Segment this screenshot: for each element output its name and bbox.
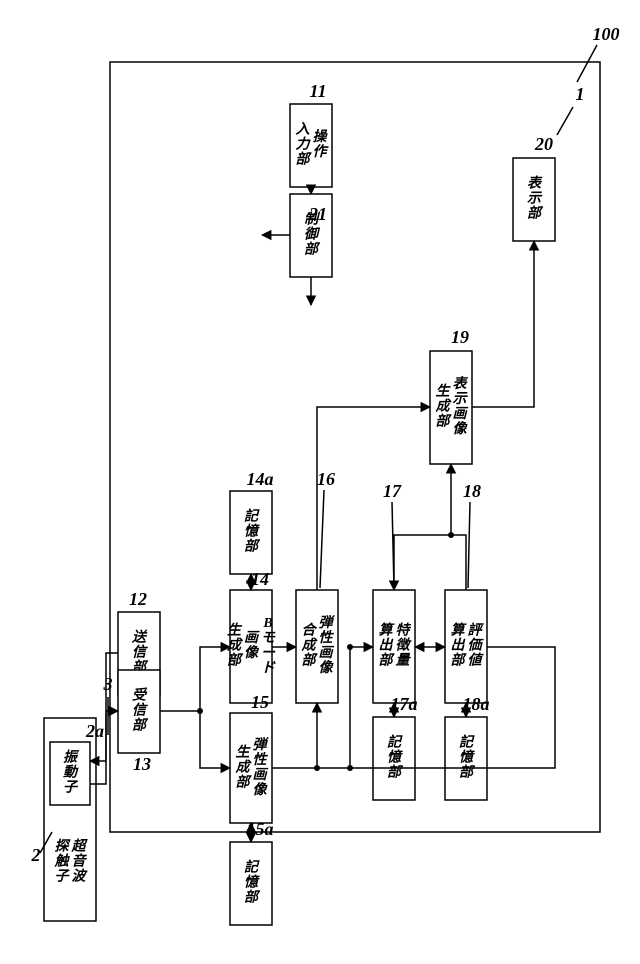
svg-text:17: 17 [383, 481, 402, 501]
svg-text:16: 16 [317, 469, 335, 489]
svg-text:19: 19 [451, 327, 469, 347]
svg-text:画: 画 [244, 630, 260, 646]
svg-text:特: 特 [396, 622, 412, 639]
svg-text:生: 生 [436, 383, 452, 400]
svg-text:ー: ー [261, 646, 276, 661]
svg-text:100: 100 [593, 24, 620, 44]
svg-text:示: 示 [527, 192, 543, 207]
svg-text:13: 13 [133, 754, 151, 774]
svg-text:探: 探 [55, 838, 72, 855]
svg-text:操: 操 [313, 128, 329, 145]
svg-text:記: 記 [244, 859, 260, 876]
svg-text:ド: ド [261, 660, 276, 676]
svg-text:生: 生 [236, 744, 252, 761]
svg-text:21: 21 [308, 204, 327, 224]
svg-text:信: 信 [132, 702, 148, 719]
svg-text:生: 生 [227, 622, 243, 639]
svg-text:20: 20 [534, 134, 553, 154]
svg-text:憶: 憶 [244, 874, 260, 891]
svg-text:記: 記 [459, 734, 475, 751]
svg-text:憶: 憶 [244, 523, 260, 540]
svg-text:憶: 憶 [387, 749, 403, 766]
svg-text:音: 音 [72, 853, 88, 870]
svg-text:14: 14 [251, 569, 269, 589]
svg-text:性: 性 [253, 751, 269, 768]
svg-text:合: 合 [302, 622, 318, 639]
svg-text:1: 1 [576, 84, 585, 104]
svg-text:画: 画 [253, 767, 269, 783]
svg-text:像: 像 [453, 420, 469, 437]
svg-text:3: 3 [103, 674, 113, 694]
svg-text:示: 示 [453, 392, 469, 407]
svg-text:触: 触 [54, 853, 71, 870]
svg-text:波: 波 [72, 868, 89, 885]
svg-text:性: 性 [319, 629, 335, 646]
svg-text:信: 信 [132, 644, 148, 661]
svg-text:2: 2 [31, 845, 41, 865]
svg-text:画: 画 [453, 406, 469, 422]
svg-text:出: 出 [379, 637, 394, 654]
svg-text:子: 子 [63, 780, 79, 796]
svg-text:B: B [262, 616, 272, 631]
svg-text:記: 記 [244, 508, 260, 525]
svg-text:子: 子 [55, 869, 71, 885]
svg-text:表: 表 [453, 375, 469, 392]
svg-text:像: 像 [244, 644, 260, 661]
svg-text:画: 画 [319, 645, 335, 661]
svg-text:18: 18 [463, 481, 481, 501]
svg-text:14a: 14a [247, 469, 274, 489]
svg-text:12: 12 [129, 589, 147, 609]
svg-text:出: 出 [451, 637, 466, 654]
svg-text:15: 15 [251, 692, 269, 712]
svg-text:動: 動 [63, 765, 79, 781]
svg-text:像: 像 [319, 659, 335, 676]
svg-text:記: 記 [387, 734, 403, 751]
svg-text:受: 受 [132, 687, 148, 704]
svg-text:量: 量 [396, 653, 412, 669]
svg-text:入: 入 [296, 122, 310, 138]
svg-text:憶: 憶 [459, 749, 475, 766]
svg-text:超: 超 [71, 838, 89, 855]
svg-text:送: 送 [131, 629, 148, 646]
svg-text:像: 像 [253, 781, 269, 798]
svg-text:11: 11 [309, 81, 326, 101]
svg-text:2a: 2a [85, 721, 104, 741]
svg-text:モ: モ [261, 631, 276, 646]
svg-text:表: 表 [527, 175, 543, 192]
svg-text:力: 力 [296, 136, 312, 153]
